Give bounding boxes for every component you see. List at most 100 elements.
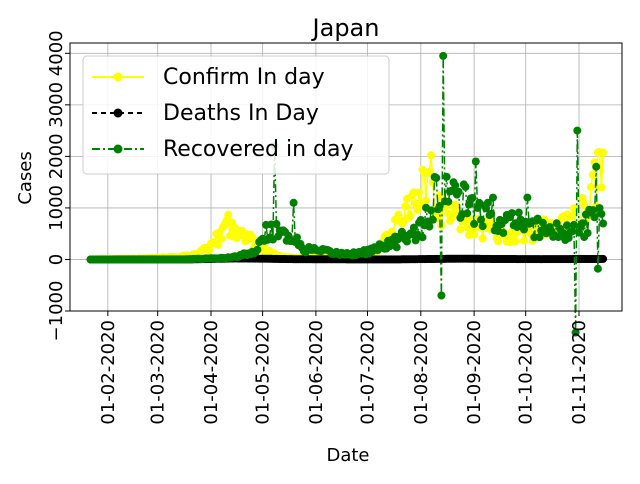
series-point-0 xyxy=(578,194,587,203)
series-point-0 xyxy=(399,218,408,227)
series-point-2 xyxy=(392,243,401,252)
series-point-0 xyxy=(580,200,589,209)
series-point-0 xyxy=(494,237,503,246)
series-point-0 xyxy=(478,234,487,243)
series-point-2 xyxy=(437,291,446,300)
series-point-0 xyxy=(213,240,222,249)
series-point-0 xyxy=(588,170,597,179)
series-point-2 xyxy=(461,182,470,191)
legend-box xyxy=(82,55,390,175)
series-point-2 xyxy=(487,209,496,218)
series-point-2 xyxy=(403,237,411,246)
series-point-0 xyxy=(520,236,528,245)
series-point-2 xyxy=(575,228,583,237)
series-point-2 xyxy=(535,233,544,242)
series-point-2 xyxy=(571,328,580,337)
series-point-2 xyxy=(592,162,601,171)
series-point-2 xyxy=(439,51,448,60)
series-point-2 xyxy=(483,198,492,207)
series-point-2 xyxy=(428,215,437,224)
x-tick-label: 01-02-2020 xyxy=(98,320,119,425)
legend-entry-2: Recovered in day xyxy=(92,137,354,162)
legend: Confirm In day Deaths In Day Recovered in … xyxy=(82,55,390,175)
series-point-0 xyxy=(456,225,465,234)
series-point-2 xyxy=(597,209,606,218)
series-point-0 xyxy=(224,210,233,219)
series-point-2 xyxy=(514,208,523,217)
series-point-2 xyxy=(272,220,281,228)
legend-entry-0: Confirm In day xyxy=(92,65,325,90)
series-point-2 xyxy=(463,209,472,218)
series-point-2 xyxy=(593,264,602,273)
series-point-0 xyxy=(227,218,236,227)
series-point-2 xyxy=(427,206,436,215)
series-point-2 xyxy=(470,219,479,228)
series-point-0 xyxy=(425,168,434,176)
series-point-1 xyxy=(599,254,608,263)
y-tick-label: 1000 xyxy=(46,185,67,231)
series-point-2 xyxy=(444,197,453,206)
series-point-0 xyxy=(597,183,606,192)
series-point-2 xyxy=(590,213,599,222)
legend-entry-1: Deaths In Day xyxy=(92,101,319,126)
y-tick-label: 3000 xyxy=(46,82,67,128)
x-tick-label: 01-11-2020 xyxy=(569,320,590,425)
legend-label: Confirm In day xyxy=(163,65,325,90)
series-point-0 xyxy=(447,213,456,222)
series-point-2 xyxy=(573,126,582,135)
chart-title: Japan xyxy=(311,14,380,42)
series-point-2 xyxy=(468,194,477,202)
series-point-0 xyxy=(406,211,415,220)
series-point-2 xyxy=(569,220,578,229)
series-point-0 xyxy=(427,151,436,160)
series-point-2 xyxy=(289,198,298,207)
series-point-0 xyxy=(205,246,214,255)
series-point-2 xyxy=(418,233,427,242)
series-point-2 xyxy=(478,222,487,231)
legend-label: Recovered in day xyxy=(163,137,354,162)
series-point-2 xyxy=(435,202,444,210)
y-tick-label: 0 xyxy=(46,254,67,265)
series-point-2 xyxy=(425,222,434,231)
legend-entries: Confirm In day Deaths In Day Recovered in … xyxy=(92,65,354,162)
series-point-2 xyxy=(454,187,463,196)
x-tick-label: 01-04-2020 xyxy=(201,320,222,425)
series-point-2 xyxy=(432,174,441,182)
series-point-2 xyxy=(477,215,485,224)
series-point-0 xyxy=(470,230,479,239)
series-point-0 xyxy=(422,196,430,205)
series-point-2 xyxy=(489,193,497,202)
series-point-0 xyxy=(599,148,608,157)
x-axis-ticks: 01-02-2020 01-03-2020 01-04-2020 01-05-2020… xyxy=(98,311,590,425)
series-2 xyxy=(86,51,608,337)
series-point-2 xyxy=(442,172,451,181)
series-point-2 xyxy=(588,206,597,215)
series-point-2 xyxy=(520,225,528,234)
series-point-0 xyxy=(587,183,595,191)
series-point-2 xyxy=(568,227,577,236)
series-point-2 xyxy=(583,229,592,238)
y-axis-ticks: −1000 0 1000 2000 3000 4000 xyxy=(46,30,70,341)
series-point-2 xyxy=(471,157,480,166)
series-point-2 xyxy=(293,233,301,242)
series-point-0 xyxy=(451,200,460,209)
series-point-0 xyxy=(415,188,424,197)
y-tick-label: 4000 xyxy=(46,30,67,76)
series-point-0 xyxy=(568,211,577,220)
series-point-0 xyxy=(511,237,520,246)
series-point-2 xyxy=(409,223,418,232)
series-layer xyxy=(86,51,608,337)
series-point-2 xyxy=(451,181,460,190)
series-point-2 xyxy=(563,221,571,230)
x-tick-label: 01-06-2020 xyxy=(306,320,327,425)
legend-marker xyxy=(113,72,123,82)
series-point-0 xyxy=(217,234,226,243)
x-tick-label: 01-07-2020 xyxy=(357,320,378,425)
series-point-2 xyxy=(253,245,262,254)
x-tick-label: 01-05-2020 xyxy=(253,320,274,425)
x-tick-label: 01-09-2020 xyxy=(464,320,485,425)
series-point-2 xyxy=(523,193,532,202)
y-tick-label: 2000 xyxy=(46,133,67,179)
series-point-2 xyxy=(499,229,508,237)
series-point-2 xyxy=(559,229,568,238)
